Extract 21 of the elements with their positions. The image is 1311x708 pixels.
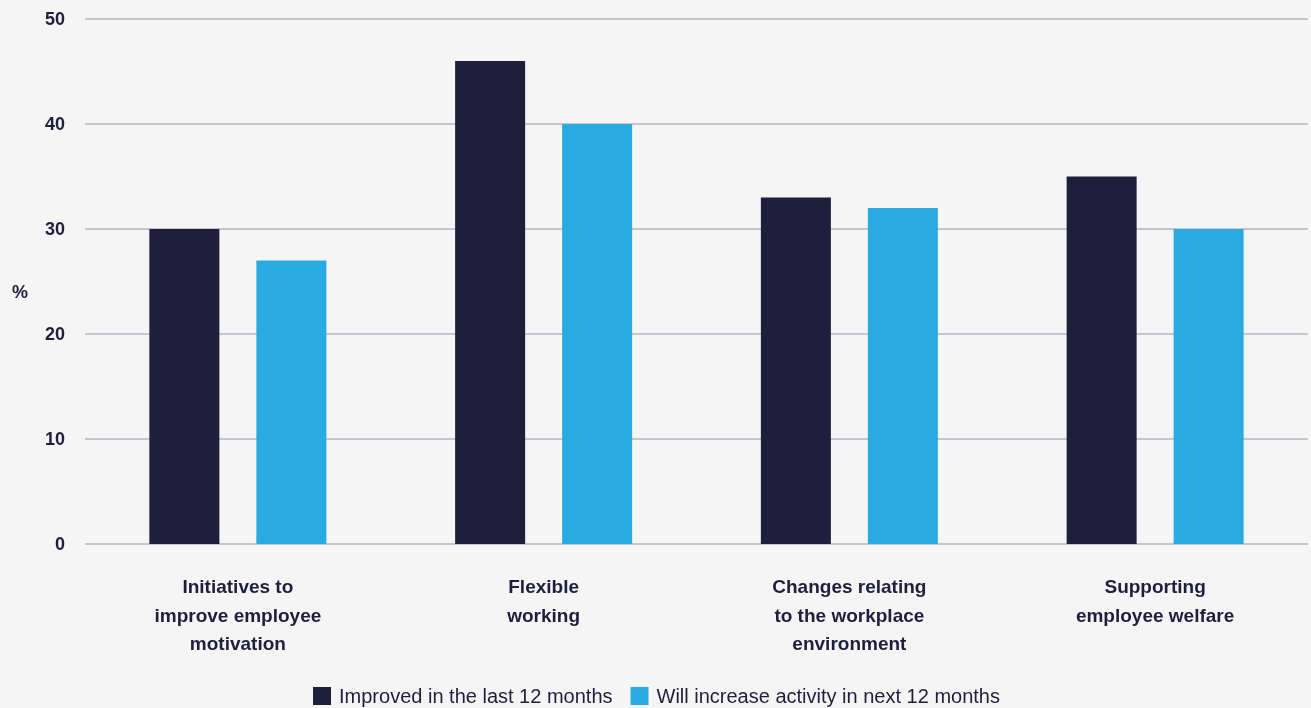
y-tick-label: 0 (54, 534, 65, 555)
y-tick-label: 40 (44, 114, 65, 135)
x-tick-label: Initiatives to improve employee motivation (154, 576, 322, 654)
x-tick-label: Flexible working (506, 576, 581, 626)
x-tick-label: Changes relating to the workplace environment (772, 576, 927, 654)
bar (455, 61, 526, 544)
y-axis-title: % (11, 282, 29, 302)
legend-label: Will increase activity in next 12 months (656, 685, 1000, 707)
y-tick-label: 20 (44, 324, 65, 345)
y-tick-label: 50 (44, 9, 65, 30)
legend-label: Improved in the last 12 months (339, 685, 613, 707)
bar (562, 124, 633, 544)
bar (1066, 176, 1137, 544)
bar (256, 260, 327, 544)
bar (760, 197, 831, 544)
y-tick-label: 30 (44, 219, 65, 240)
x-tick-label: Supporting employee welfare (1075, 576, 1235, 626)
bar (1173, 229, 1244, 544)
bar (867, 208, 938, 544)
y-tick-label: 10 (44, 429, 65, 450)
bar (149, 229, 220, 544)
